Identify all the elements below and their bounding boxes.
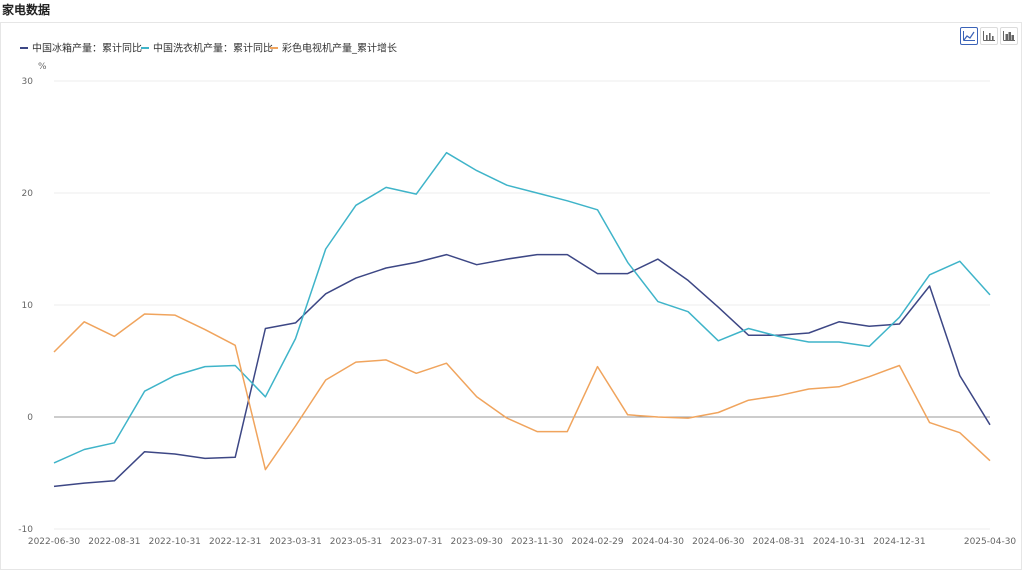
- x-tick-label: 2024-08-31: [752, 537, 804, 547]
- x-tick-label: 2022-10-31: [149, 537, 201, 547]
- chart-type-toolbar: [960, 27, 1018, 45]
- page-title: 家电数据: [2, 3, 51, 17]
- series-lines: [53, 151, 991, 488]
- legend-item-label[interactable]: 彩色电视机产量_累计增长: [282, 42, 397, 55]
- x-tick-label: 2025-04-30: [964, 537, 1017, 547]
- x-tick-label: 2024-12-31: [873, 537, 925, 547]
- bar-chart-button[interactable]: [980, 27, 998, 45]
- line-chart-button[interactable]: [960, 27, 978, 45]
- y-axis-unit: %: [38, 62, 47, 72]
- series-line-3[interactable]: [53, 313, 991, 471]
- x-tick-label: 2023-03-31: [269, 537, 321, 547]
- x-axis-ticks: 2022-06-30 2022-08-31 2022-10-31 2022-12-31…: [28, 537, 1017, 547]
- x-tick-label: 2024-10-31: [813, 537, 865, 547]
- y-tick-label: 30: [22, 77, 34, 87]
- x-tick-label: 2024-06-30: [692, 537, 745, 547]
- x-tick-label: 2022-12-31: [209, 537, 261, 547]
- x-tick-label: 2022-06-30: [28, 537, 81, 547]
- x-tick-label: 2022-08-31: [88, 537, 140, 547]
- x-tick-label: 2023-09-30: [451, 537, 504, 547]
- y-tick-label: -10: [18, 525, 33, 535]
- y-tick-label: 0: [27, 413, 33, 423]
- area-chart-icon: [1003, 31, 1015, 41]
- chart-panel: [0, 22, 1022, 570]
- x-tick-label: 2024-02-29: [571, 537, 624, 547]
- x-tick-label: 2024-04-30: [632, 537, 685, 547]
- legend-item-label[interactable]: 中国洗衣机产量：累计同比: [153, 42, 273, 55]
- x-tick-label: 2023-11-30: [511, 537, 564, 547]
- y-tick-label: 20: [22, 189, 34, 199]
- grid-lines: -10 0 10 20 30: [18, 77, 990, 535]
- legend-item-label[interactable]: 中国冰箱产量：累计同比: [32, 42, 142, 55]
- bar-chart-icon: [983, 31, 995, 41]
- series-line-1[interactable]: [53, 253, 991, 488]
- legend: 中国冰箱产量：累计同比 中国洗衣机产量：累计同比 彩色电视机产量_累计增长: [20, 42, 397, 55]
- x-tick-label: 2023-05-31: [330, 537, 382, 547]
- line-chart-icon: [963, 31, 975, 41]
- y-tick-label: 10: [22, 301, 34, 311]
- area-chart-button[interactable]: [1000, 27, 1018, 45]
- series-line-2[interactable]: [53, 151, 991, 464]
- x-tick-label: 2023-07-31: [390, 537, 442, 547]
